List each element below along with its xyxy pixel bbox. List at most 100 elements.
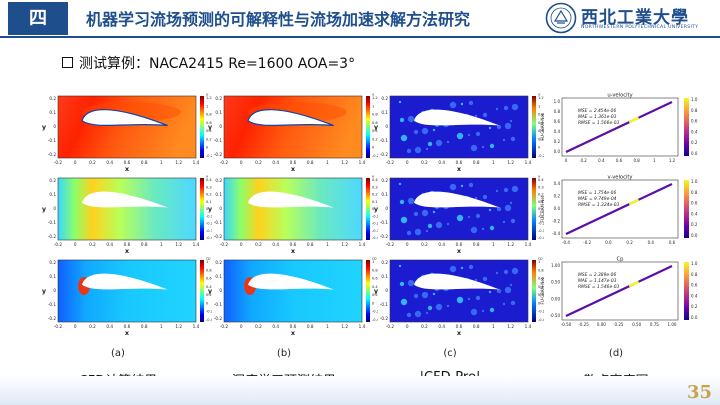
airfoil-shape xyxy=(247,109,334,127)
x-tick-label: 0.2 xyxy=(255,242,262,247)
colorbar xyxy=(532,96,536,158)
x-tick-label: 1 xyxy=(160,242,163,247)
y-axis-label: y xyxy=(42,287,47,295)
error-speck xyxy=(449,265,457,273)
x-tick-label: -0.2 xyxy=(386,160,395,165)
error-speck xyxy=(406,148,412,154)
scatter-y-label: FU-CBAM-Net xyxy=(540,195,545,222)
y-axis-label: y xyxy=(374,123,379,131)
scatter-y-tick: 0.6 xyxy=(554,119,561,124)
error-speck xyxy=(421,209,429,217)
field-plot-u-cfd: 0.2 0.1 0 -0.1 -0.2 -0.2 0 0.2 0.4 0.6 0.8 1 1.2 1.4 x… xyxy=(36,92,212,174)
x-tick-label: 0.6 xyxy=(124,160,131,165)
scatter-y-label: FU-CBAM-Net xyxy=(540,277,545,304)
field-plot-area xyxy=(223,259,363,323)
scatter-metric: MSE = 1.754e-06 xyxy=(578,190,616,196)
density-colorbar-tick: 0.8 xyxy=(691,108,698,113)
scatter-x-tick: 1.2 xyxy=(669,158,676,163)
error-speck xyxy=(446,304,450,308)
x-tick-label: 0.8 xyxy=(473,324,480,329)
x-tick-label: 1.2 xyxy=(175,160,182,165)
x-tick-label: -0.2 xyxy=(220,242,229,247)
colorbar xyxy=(366,178,370,240)
error-speck xyxy=(421,291,429,299)
error-speck xyxy=(435,221,443,229)
scatter-y-tick: 0.0 xyxy=(554,206,561,211)
colorbar-tick-label: 0.6 xyxy=(538,277,544,281)
scatter-y-tick: 0.4 xyxy=(554,129,561,134)
x-tick-label: 0.2 xyxy=(421,242,428,247)
section-badge: 四 xyxy=(8,2,68,35)
colorbar-tick-label: -0.2 xyxy=(206,222,212,226)
scatter-metric: MSE = 2.389e-06 xyxy=(578,272,616,278)
colorbar-tick-label: 1 xyxy=(538,260,540,264)
error-speck xyxy=(495,107,499,111)
error-speck xyxy=(474,114,478,118)
panel-letter-b: (b) xyxy=(276,348,292,359)
error-speck xyxy=(427,305,433,311)
scatter-x-tick: -0.4 xyxy=(562,240,570,245)
colorbar-tick-label: 0.4 xyxy=(538,129,544,133)
colorbar-tick-label: 0.3 xyxy=(372,185,378,189)
error-speck xyxy=(488,126,492,130)
x-axis-label: x xyxy=(457,247,462,255)
error-speck xyxy=(475,131,481,137)
scatter-density-plot: u-velocity MSE = 2.454e-06 MAE = 1.361e-03… xyxy=(538,90,708,172)
y-axis-label: y xyxy=(42,205,47,213)
error-speck xyxy=(435,139,443,147)
header-rule xyxy=(0,36,720,38)
error-speck xyxy=(432,292,436,296)
y-axis-label: y xyxy=(42,123,47,131)
field-plot-area xyxy=(223,95,363,159)
colorbar-variable-label: v xyxy=(538,174,541,179)
y-tick-label: 0.1 xyxy=(49,274,56,279)
y-tick-label: 0.2 xyxy=(215,260,222,265)
density-diagonal xyxy=(565,265,673,317)
field-plot-area xyxy=(57,259,197,323)
y-axis-label: y xyxy=(208,123,213,131)
colorbar-tick-label: 0 xyxy=(538,301,541,305)
colorbar-tick-label: 0 xyxy=(538,207,541,211)
x-tick-label: 0.6 xyxy=(124,324,131,329)
x-tick-label: 1.2 xyxy=(507,160,514,165)
error-speck xyxy=(460,266,464,270)
scatter-x-tick: 0.0 xyxy=(605,240,612,245)
y-tick-label: 0.2 xyxy=(49,260,56,265)
error-speck xyxy=(414,310,422,318)
colorbar-tick-label: 0 xyxy=(372,301,375,305)
error-speck xyxy=(470,144,478,152)
logo-name: 西北工業大學 xyxy=(581,8,689,28)
x-tick-label: 0.2 xyxy=(255,160,262,165)
colorbar-tick-label: -0.1 xyxy=(372,214,378,218)
scatter-metric: RMSE = 1.324e-03 xyxy=(578,202,620,208)
x-tick-label: 1.2 xyxy=(341,160,348,165)
x-tick-label: 0.4 xyxy=(438,160,445,165)
scatter-y-tick: -0.2 xyxy=(552,219,560,224)
colorbar-tick-label: 0 xyxy=(372,146,375,150)
colorbar-tick-label: 0.8 xyxy=(538,268,544,272)
x-tick-label: 1.2 xyxy=(175,324,182,329)
field-plot-u-pred: 0.2 0.1 0 -0.1 -0.2 -0.2 0 0.2 0.4 0.6 0.8 1 1.2 1.4 x… xyxy=(202,92,378,174)
y-tick-label: -0.1 xyxy=(48,220,57,225)
scatter-y-tick: 0.50 xyxy=(551,280,560,285)
error-speck xyxy=(398,100,402,104)
x-tick-label: 0.8 xyxy=(307,324,314,329)
error-speck xyxy=(470,226,478,234)
colorbar-tick-label: -0.2 xyxy=(206,154,212,158)
field-plot-v-error: 0.2 0.1 0 -0.1 -0.2 -0.2 0 0.2 0.4 0.6 0.8 1 1.2 1.4 x… xyxy=(368,174,544,256)
y-axis-label: y xyxy=(374,287,379,295)
x-axis-label: x xyxy=(291,247,296,255)
error-speck xyxy=(510,300,516,306)
colorbar xyxy=(200,260,204,322)
checkbox-bullet-icon xyxy=(62,57,73,68)
x-tick-label: -0.2 xyxy=(54,242,63,247)
scatter-y-tick: 1.00 xyxy=(551,263,560,268)
field-plot-area xyxy=(57,177,197,241)
x-tick-label: 0.4 xyxy=(106,242,113,247)
colorbar-tick-label: 0.4 xyxy=(372,285,378,289)
colorbar-tick-label: 0 xyxy=(538,146,541,150)
x-tick-label: 1.2 xyxy=(341,324,348,329)
error-speck xyxy=(413,293,419,299)
error-speck xyxy=(489,225,495,231)
y-axis-label: y xyxy=(208,287,213,295)
